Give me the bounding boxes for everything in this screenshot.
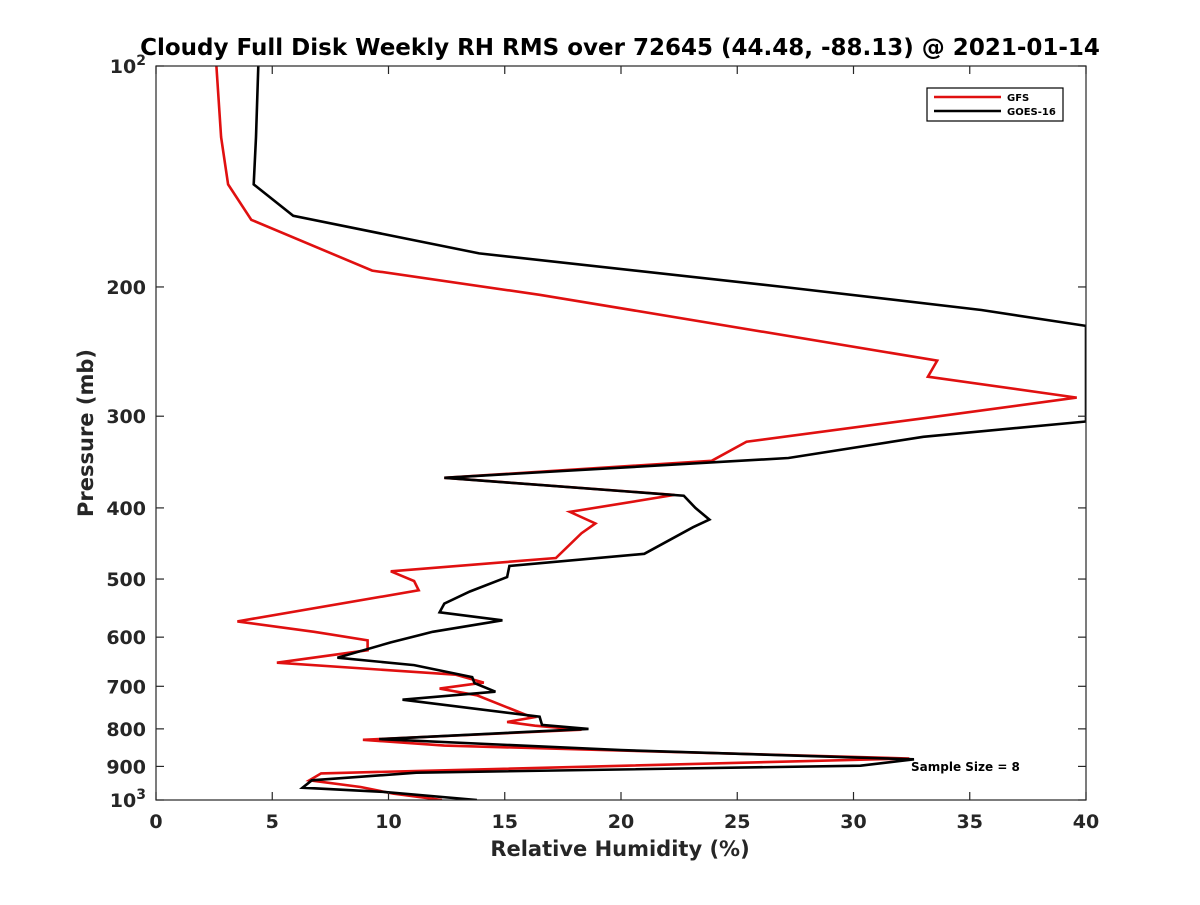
x-axis-label: Relative Humidity (%) <box>490 837 749 861</box>
plot-lines <box>215 66 1086 800</box>
x-tick-label-25: 25 <box>724 811 750 833</box>
y-tick-label-1000: 103 <box>110 787 146 812</box>
x-tick-label-30: 30 <box>840 811 866 833</box>
plot-frame <box>155 65 1087 801</box>
y-tick-label-400: 400 <box>106 498 146 520</box>
legend-label-gfs: GFS <box>1007 93 1029 104</box>
y-tick-label-500: 500 <box>106 569 146 591</box>
x-tick-label-10: 10 <box>375 811 401 833</box>
chart-title: Cloudy Full Disk Weekly RH RMS over 7264… <box>140 35 1100 61</box>
y-tick-label-800: 800 <box>106 719 146 741</box>
x-tick-label-40: 40 <box>1073 811 1099 833</box>
y-tick-label-600: 600 <box>106 627 146 649</box>
legend-label-goes16: GOES-16 <box>1007 107 1056 118</box>
y-tick-label-700: 700 <box>106 676 146 698</box>
y-tick-label-900: 900 <box>106 756 146 778</box>
y-tick-base-100: 10 <box>110 56 136 78</box>
x-tick-label-35: 35 <box>957 811 983 833</box>
x-tick-label-15: 15 <box>492 811 518 833</box>
x-axis-ticks: 0 5 10 15 20 25 30 35 40 <box>149 66 1099 833</box>
x-tick-label-0: 0 <box>149 811 162 833</box>
y-tick-label-300: 300 <box>106 406 146 428</box>
y-axis-label: Pressure (mb) <box>74 349 98 517</box>
x-tick-label-5: 5 <box>266 811 279 833</box>
series-line-goes16 <box>252 66 1086 800</box>
series-line-gfs <box>215 66 1077 800</box>
y-tick-base-1000: 10 <box>110 790 136 812</box>
y-tick-label-100: 102 <box>110 53 146 78</box>
y-tick-exp-100: 2 <box>136 53 146 69</box>
y-tick-exp-1000: 3 <box>136 787 146 803</box>
x-tick-label-20: 20 <box>608 811 634 833</box>
sample-size-annotation: Sample Size = 8 <box>911 760 1020 774</box>
legend-box <box>926 87 1064 122</box>
legend: GFS GOES-16 <box>926 87 1064 122</box>
y-tick-label-200: 200 <box>106 277 146 299</box>
